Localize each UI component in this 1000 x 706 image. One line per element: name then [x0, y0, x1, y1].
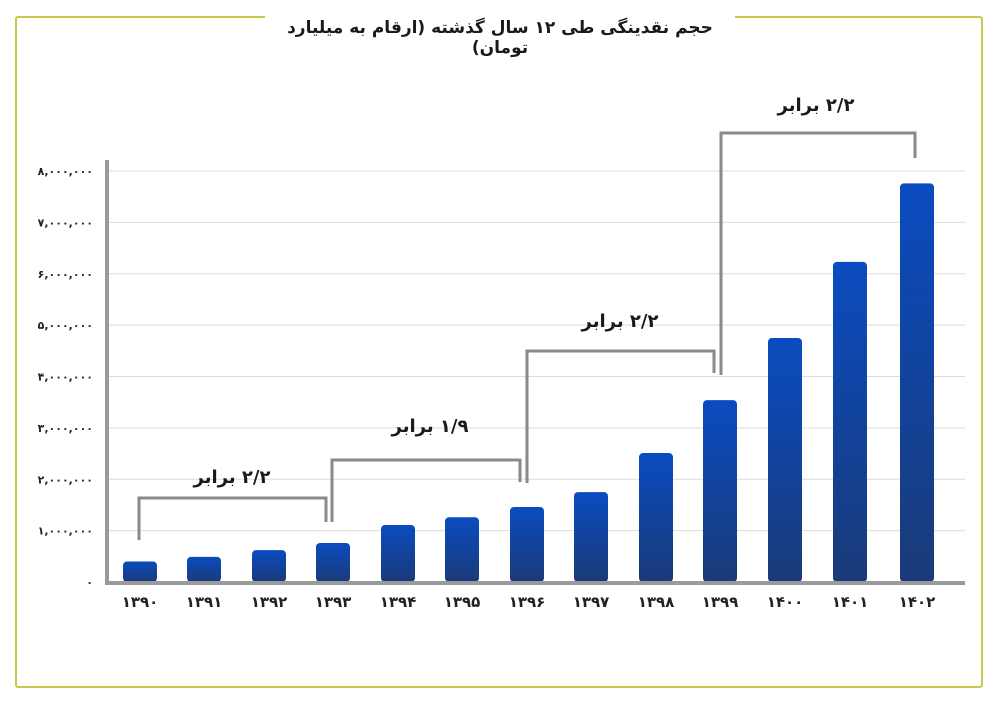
y-tick-label: ۳,۰۰۰,۰۰۰ — [38, 422, 93, 435]
bar-1400 — [768, 337, 802, 582]
x-tick-label: ۱۳۹۷ — [573, 593, 610, 611]
y-tick-label: ۶,۰۰۰,۰۰۰ — [38, 268, 93, 281]
y-tick-label: ۱,۰۰۰,۰۰۰ — [38, 525, 93, 538]
x-tick-label: ۱۴۰۲ — [899, 593, 936, 611]
y-tick-label: ۵,۰۰۰,۰۰۰ — [38, 319, 93, 332]
growth-label: ۱/۹ برابر — [391, 416, 469, 437]
bar-1392 — [252, 550, 286, 582]
growth-label: ۲/۲ برابر — [193, 467, 271, 488]
title-backdrop: حجم نقدینگی طی ۱۲ سال گذشته (ارقام به می… — [265, 0, 735, 58]
bar-1397 — [574, 492, 608, 582]
bar-1393 — [316, 542, 350, 582]
axes — [105, 160, 965, 585]
y-axis-labels: ۰ ۱,۰۰۰,۰۰۰ ۲,۰۰۰,۰۰۰ ۳,۰۰۰,۰۰۰ ۴,۰۰۰,۰۰۰ ۵,۰… — [38, 165, 93, 589]
bar-1398 — [639, 453, 673, 582]
y-tick-label: ۰ — [86, 576, 93, 589]
growth-bracket — [137, 496, 328, 540]
chart-title: حجم نقدینگی طی ۱۲ سال گذشته (ارقام به می… — [287, 18, 713, 58]
bar-1391 — [187, 556, 221, 582]
gridlines — [107, 170, 965, 532]
bar-1399 — [703, 400, 737, 582]
y-tick-label: ۷,۰۰۰,۰۰۰ — [38, 216, 93, 229]
x-tick-label: ۱۴۰۱ — [832, 593, 869, 611]
bar-1396 — [510, 506, 544, 582]
x-axis-labels: ۱۳۹۰ ۱۳۹۱ ۱۳۹۲ ۱۳۹۳ ۱۳۹۴ ۱۳۹۵ ۱۳۹۶ ۱۳۹۷ ۱۳۹۸ ۱۳۹۹… — [122, 593, 936, 611]
x-tick-label: ۱۳۹۴ — [380, 593, 417, 611]
y-tick-label: ۴,۰۰۰,۰۰۰ — [38, 371, 93, 384]
x-tick-label: ۱۳۹۲ — [251, 593, 288, 611]
x-tick-label: ۱۳۹۱ — [186, 593, 223, 611]
growth-brackets: ۲/۲ برابر ۱/۹ برابر ۲/۲ برابر ۲/۲ برابر — [137, 95, 917, 540]
bar-1402 — [900, 183, 934, 582]
growth-bracket — [719, 131, 917, 375]
growth-bracket — [525, 349, 716, 483]
bar-1394 — [381, 524, 415, 582]
bar-1390 — [123, 561, 157, 582]
x-tick-label: ۱۴۰۰ — [767, 593, 804, 611]
y-tick-label: ۲,۰۰۰,۰۰۰ — [38, 473, 93, 486]
x-tick-label: ۱۳۹۳ — [315, 593, 352, 611]
growth-label: ۲/۲ برابر — [777, 95, 855, 116]
x-tick-label: ۱۳۹۸ — [638, 593, 675, 611]
x-tick-label: ۱۳۹۹ — [702, 593, 739, 611]
growth-label: ۲/۲ برابر — [581, 311, 659, 332]
x-tick-label: ۱۳۹۶ — [509, 593, 546, 611]
x-tick-label: ۱۳۹۰ — [122, 593, 159, 611]
bar-1401 — [833, 261, 867, 582]
bar-1395 — [445, 517, 479, 582]
growth-bracket — [330, 458, 522, 522]
y-tick-label: ۸,۰۰۰,۰۰۰ — [38, 165, 93, 178]
x-tick-label: ۱۳۹۵ — [444, 593, 481, 611]
bars — [123, 183, 934, 582]
